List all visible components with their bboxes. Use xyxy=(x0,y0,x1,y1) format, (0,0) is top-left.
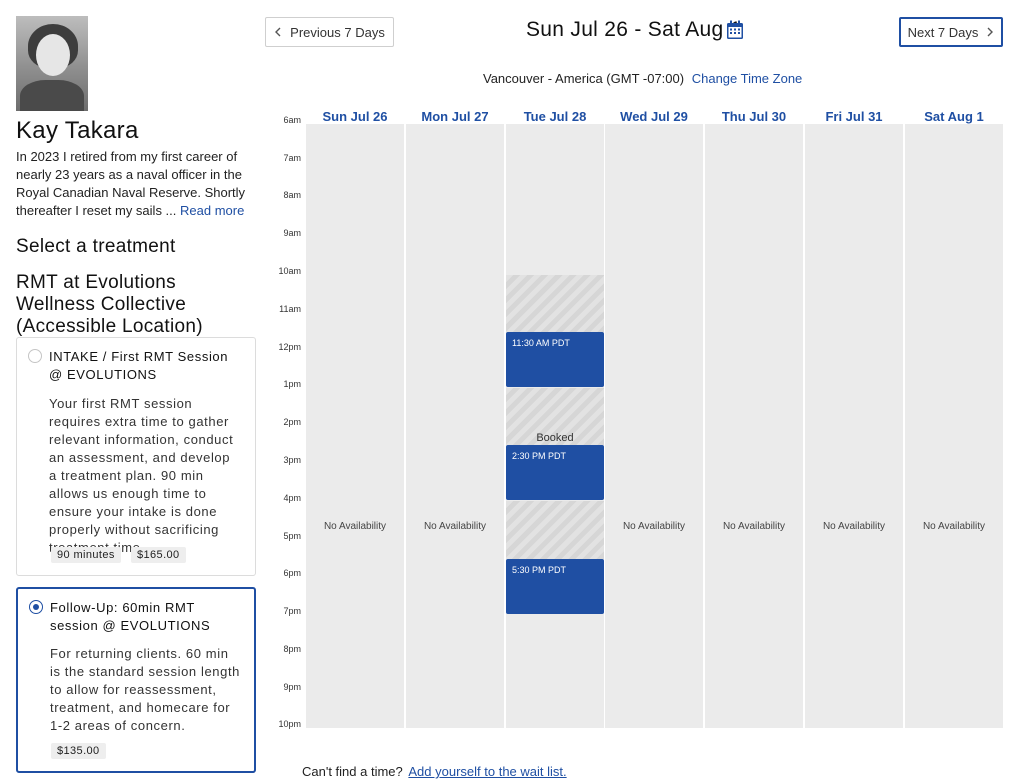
no-availability-label: No Availability xyxy=(722,521,786,532)
hour-label: 7pm xyxy=(283,606,301,616)
treatment-description: For returning clients. 60 min is the sta… xyxy=(50,646,240,733)
waitlist-footer: Can't find a time? Add yourself to the w… xyxy=(302,764,567,779)
location-title: RMT at Evolutions Wellness Collective (A… xyxy=(16,272,203,337)
day-column-sun: No Availability xyxy=(306,124,404,728)
treatment-radio[interactable] xyxy=(28,349,42,363)
price-badge: $165.00 xyxy=(131,547,186,563)
booked-block xyxy=(506,388,604,445)
provider-name: Kay Takara xyxy=(16,117,139,144)
next-week-button[interactable]: Next 7 Days xyxy=(899,17,1003,47)
day-column-tue: 11:30 AM PDT Booked 2:30 PM PDT 5:30 PM … xyxy=(506,124,604,728)
select-treatment-heading: Select a treatment xyxy=(16,236,176,257)
day-column-thu: No Availability xyxy=(705,124,803,728)
calendar-icon[interactable] xyxy=(726,20,744,40)
unavailable-block xyxy=(506,275,604,332)
treatment-card-follow-up[interactable]: Follow-Up: 60min RMT session @ EVOLUTION… xyxy=(16,587,256,773)
day-column-mon: No Availability xyxy=(406,124,504,728)
provider-avatar xyxy=(16,16,88,111)
hour-label: 6am xyxy=(283,115,301,125)
chevron-right-icon xyxy=(987,27,994,37)
day-column-sat: No Availability xyxy=(905,124,1003,728)
treatment-title: INTAKE / First RMT Session @ EVOLUTIONS xyxy=(49,349,229,382)
price-badge: $135.00 xyxy=(51,743,106,759)
treatment-radio-selected[interactable] xyxy=(29,600,43,614)
treatment-title: Follow-Up: 60min RMT session @ EVOLUTION… xyxy=(50,600,211,633)
provider-panel: Kay Takara In 2023 I retired from my fir… xyxy=(16,16,258,338)
time-slot-button[interactable]: 11:30 AM PDT xyxy=(506,332,604,387)
unavailable-block xyxy=(506,501,604,559)
waitlist-link[interactable]: Add yourself to the wait list. xyxy=(408,764,567,779)
duration-badge: 90 minutes xyxy=(51,547,121,563)
date-range-title: Sun Jul 26 - Sat Aug 1 xyxy=(526,18,742,41)
hour-label: 3pm xyxy=(283,455,301,465)
time-slot-button[interactable]: 5:30 PM PDT xyxy=(506,559,604,614)
treatment-card-intake[interactable]: INTAKE / First RMT Session @ EVOLUTIONS … xyxy=(16,337,256,576)
hour-label: 5pm xyxy=(283,531,301,541)
day-header-sat: Sat Aug 1 xyxy=(924,109,984,124)
day-column-fri: No Availability xyxy=(805,124,903,728)
hour-label: 9pm xyxy=(283,682,301,692)
no-availability-label: No Availability xyxy=(423,521,487,532)
hour-label: 7am xyxy=(283,153,301,163)
day-header-tue: Tue Jul 28 xyxy=(523,109,587,124)
waitlist-prompt: Can't find a time? xyxy=(302,764,403,779)
day-column-wed: No Availability xyxy=(605,124,703,728)
hour-label: 12pm xyxy=(278,342,301,352)
no-availability-label: No Availability xyxy=(822,521,886,532)
booked-label: Booked xyxy=(536,432,574,444)
provider-bio-text: In 2023 I retired from my first career o… xyxy=(16,149,246,218)
previous-week-button[interactable]: Previous 7 Days xyxy=(265,17,394,47)
next-week-label: Next 7 Days xyxy=(907,24,979,40)
hour-label: 4pm xyxy=(283,493,301,503)
day-header-thu: Thu Jul 30 xyxy=(721,109,787,124)
no-availability-label: No Availability xyxy=(323,521,387,532)
hour-label: 11am xyxy=(279,304,301,314)
no-availability-label: No Availability xyxy=(922,521,986,532)
hour-label: 2pm xyxy=(283,417,301,427)
no-availability-label: No Availability xyxy=(622,521,686,532)
hour-label: 10am xyxy=(278,266,301,276)
timezone-bar: Vancouver - America (GMT -07:00) Change … xyxy=(483,71,802,86)
timezone-text: Vancouver - America (GMT -07:00) xyxy=(483,71,685,86)
hour-label: 10pm xyxy=(278,719,301,729)
hour-label: 8am xyxy=(283,190,301,200)
read-more-link[interactable]: Read more xyxy=(180,203,245,218)
provider-bio: In 2023 I retired from my first career o… xyxy=(16,148,258,220)
hour-label: 9am xyxy=(283,228,301,238)
day-header-sun: Sun Jul 26 xyxy=(322,109,388,124)
time-slot-button[interactable]: 2:30 PM PDT xyxy=(506,445,604,500)
hour-label: 8pm xyxy=(283,644,301,654)
day-header-fri: Fri Jul 31 xyxy=(825,109,883,124)
day-header-wed: Wed Jul 29 xyxy=(620,109,688,124)
chevron-left-icon xyxy=(275,27,281,37)
day-header-mon: Mon Jul 27 xyxy=(421,109,489,124)
previous-week-label: Previous 7 Days xyxy=(290,24,385,40)
treatment-description: Your first RMT session requires extra ti… xyxy=(49,396,234,555)
hour-label: 1pm xyxy=(283,379,301,389)
hour-label: 6pm xyxy=(283,568,301,578)
change-timezone-link[interactable]: Change Time Zone xyxy=(691,71,803,86)
